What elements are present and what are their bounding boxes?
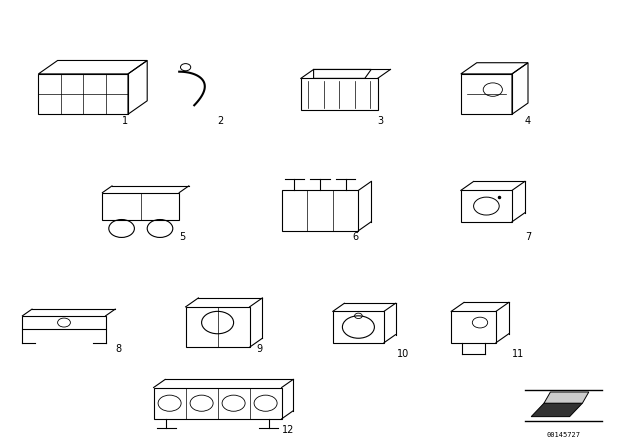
Text: 9: 9	[256, 345, 262, 354]
Text: 1: 1	[122, 116, 128, 126]
Text: 2: 2	[218, 116, 224, 126]
Polygon shape	[531, 403, 582, 417]
Text: 00145727: 00145727	[546, 432, 580, 438]
Text: 12: 12	[282, 425, 294, 435]
Text: 11: 11	[512, 349, 524, 359]
Text: 5: 5	[179, 233, 186, 242]
Polygon shape	[544, 392, 589, 403]
Text: 8: 8	[115, 345, 122, 354]
Text: 6: 6	[352, 233, 358, 242]
Text: 4: 4	[525, 116, 531, 126]
Text: 10: 10	[397, 349, 409, 359]
Text: 3: 3	[378, 116, 384, 126]
Text: 7: 7	[525, 233, 531, 242]
